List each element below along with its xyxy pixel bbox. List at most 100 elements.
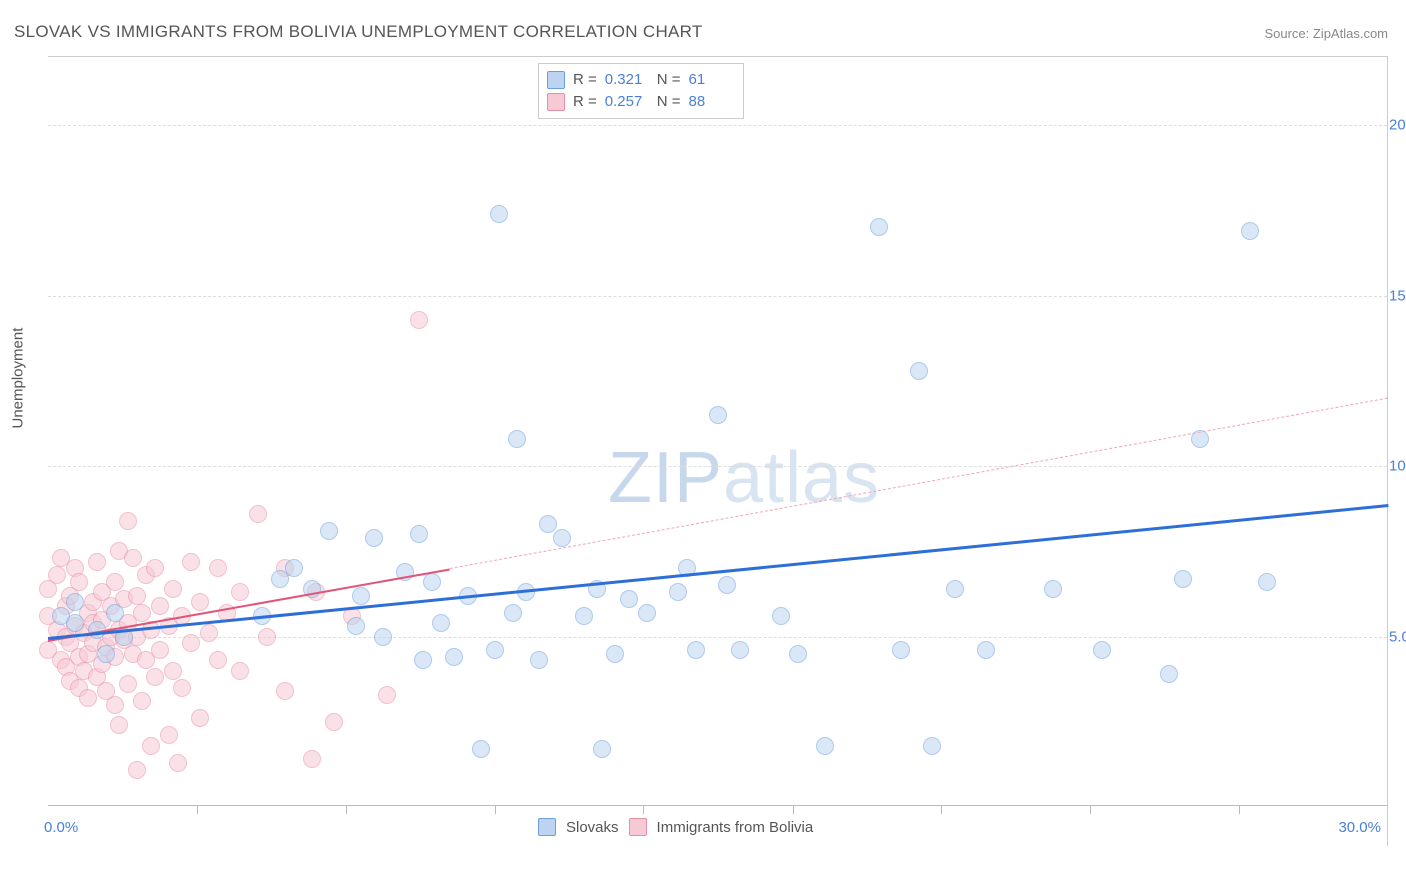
plot-surface: ZIPatlas R = 0.321 N = 61 R = 0.257 N = … bbox=[48, 57, 1387, 846]
data-point-slovaks bbox=[575, 607, 593, 625]
stats-row-bolivia: R = 0.257 N = 88 bbox=[547, 91, 733, 113]
data-point-slovaks bbox=[106, 604, 124, 622]
x-tick bbox=[793, 806, 794, 814]
data-point-slovaks bbox=[620, 590, 638, 608]
data-point-slovaks bbox=[320, 522, 338, 540]
data-point-bolivia bbox=[303, 750, 321, 768]
data-point-bolivia bbox=[209, 651, 227, 669]
r-label: R = bbox=[573, 69, 597, 91]
x-tick bbox=[941, 806, 942, 814]
data-point-slovaks bbox=[946, 580, 964, 598]
data-point-bolivia bbox=[249, 505, 267, 523]
data-point-slovaks bbox=[347, 617, 365, 635]
data-point-slovaks bbox=[1258, 573, 1276, 591]
legend-series: Slovaks Immigrants from Bolivia bbox=[538, 818, 813, 836]
data-point-slovaks bbox=[553, 529, 571, 547]
data-point-bolivia bbox=[209, 559, 227, 577]
data-point-bolivia bbox=[182, 553, 200, 571]
x-tick bbox=[346, 806, 347, 814]
legend-statistics: R = 0.321 N = 61 R = 0.257 N = 88 bbox=[538, 63, 744, 119]
swatch-bolivia bbox=[629, 818, 647, 836]
grid-line bbox=[48, 125, 1387, 126]
data-point-slovaks bbox=[432, 614, 450, 632]
data-point-bolivia bbox=[164, 580, 182, 598]
data-point-slovaks bbox=[66, 614, 84, 632]
data-point-slovaks bbox=[593, 740, 611, 758]
data-point-slovaks bbox=[731, 641, 749, 659]
data-point-bolivia bbox=[231, 662, 249, 680]
data-point-slovaks bbox=[486, 641, 504, 659]
data-point-slovaks bbox=[365, 529, 383, 547]
n-value-bolivia: 88 bbox=[689, 91, 733, 113]
data-point-bolivia bbox=[173, 679, 191, 697]
data-point-bolivia bbox=[410, 311, 428, 329]
data-point-slovaks bbox=[1160, 665, 1178, 683]
trend-line bbox=[450, 398, 1388, 569]
swatch-slovaks bbox=[547, 71, 565, 89]
data-point-bolivia bbox=[70, 573, 88, 591]
data-point-slovaks bbox=[1093, 641, 1111, 659]
data-point-slovaks bbox=[910, 362, 928, 380]
watermark: ZIPatlas bbox=[608, 437, 880, 519]
data-point-bolivia bbox=[378, 686, 396, 704]
data-point-slovaks bbox=[638, 604, 656, 622]
r-value-slovaks: 0.321 bbox=[605, 69, 649, 91]
grid-line bbox=[48, 637, 1387, 638]
data-point-bolivia bbox=[106, 573, 124, 591]
data-point-bolivia bbox=[119, 675, 137, 693]
data-point-slovaks bbox=[606, 645, 624, 663]
data-point-bolivia bbox=[106, 696, 124, 714]
data-point-bolivia bbox=[88, 553, 106, 571]
data-point-slovaks bbox=[66, 593, 84, 611]
source-attribution: Source: ZipAtlas.com bbox=[1264, 26, 1388, 41]
data-point-slovaks bbox=[530, 651, 548, 669]
x-tick bbox=[1239, 806, 1240, 814]
data-point-slovaks bbox=[490, 205, 508, 223]
data-point-bolivia bbox=[79, 689, 97, 707]
data-point-slovaks bbox=[414, 651, 432, 669]
data-point-slovaks bbox=[504, 604, 522, 622]
data-point-slovaks bbox=[789, 645, 807, 663]
data-point-slovaks bbox=[1174, 570, 1192, 588]
data-point-bolivia bbox=[231, 583, 249, 601]
data-point-bolivia bbox=[191, 709, 209, 727]
data-point-bolivia bbox=[169, 754, 187, 772]
y-tick-label: 10.0% bbox=[1379, 458, 1406, 475]
data-point-bolivia bbox=[164, 662, 182, 680]
data-point-bolivia bbox=[276, 682, 294, 700]
data-point-bolivia bbox=[124, 549, 142, 567]
stats-row-slovaks: R = 0.321 N = 61 bbox=[547, 69, 733, 91]
data-point-bolivia bbox=[151, 641, 169, 659]
data-point-slovaks bbox=[977, 641, 995, 659]
data-point-bolivia bbox=[133, 604, 151, 622]
data-point-slovaks bbox=[445, 648, 463, 666]
y-tick-label: 15.0% bbox=[1379, 287, 1406, 304]
data-point-bolivia bbox=[110, 716, 128, 734]
n-label: N = bbox=[657, 91, 681, 113]
data-point-bolivia bbox=[160, 726, 178, 744]
data-point-slovaks bbox=[870, 218, 888, 236]
y-tick-label: 5.0% bbox=[1379, 628, 1406, 645]
data-point-bolivia bbox=[48, 566, 66, 584]
grid-line bbox=[48, 296, 1387, 297]
legend-label-bolivia: Immigrants from Bolivia bbox=[657, 819, 814, 836]
x-origin-label: 0.0% bbox=[44, 819, 78, 836]
data-point-bolivia bbox=[128, 761, 146, 779]
data-point-slovaks bbox=[352, 587, 370, 605]
y-tick-label: 20.0% bbox=[1379, 117, 1406, 134]
data-point-bolivia bbox=[182, 634, 200, 652]
data-point-bolivia bbox=[119, 512, 137, 530]
x-tick bbox=[495, 806, 496, 814]
data-point-slovaks bbox=[1241, 222, 1259, 240]
swatch-slovaks bbox=[538, 818, 556, 836]
x-axis bbox=[48, 805, 1387, 806]
data-point-slovaks bbox=[97, 645, 115, 663]
grid-line bbox=[48, 466, 1387, 467]
n-value-slovaks: 61 bbox=[689, 69, 733, 91]
x-tick bbox=[197, 806, 198, 814]
data-point-slovaks bbox=[816, 737, 834, 755]
data-point-slovaks bbox=[472, 740, 490, 758]
data-point-bolivia bbox=[146, 559, 164, 577]
data-point-slovaks bbox=[1044, 580, 1062, 598]
data-point-slovaks bbox=[285, 559, 303, 577]
